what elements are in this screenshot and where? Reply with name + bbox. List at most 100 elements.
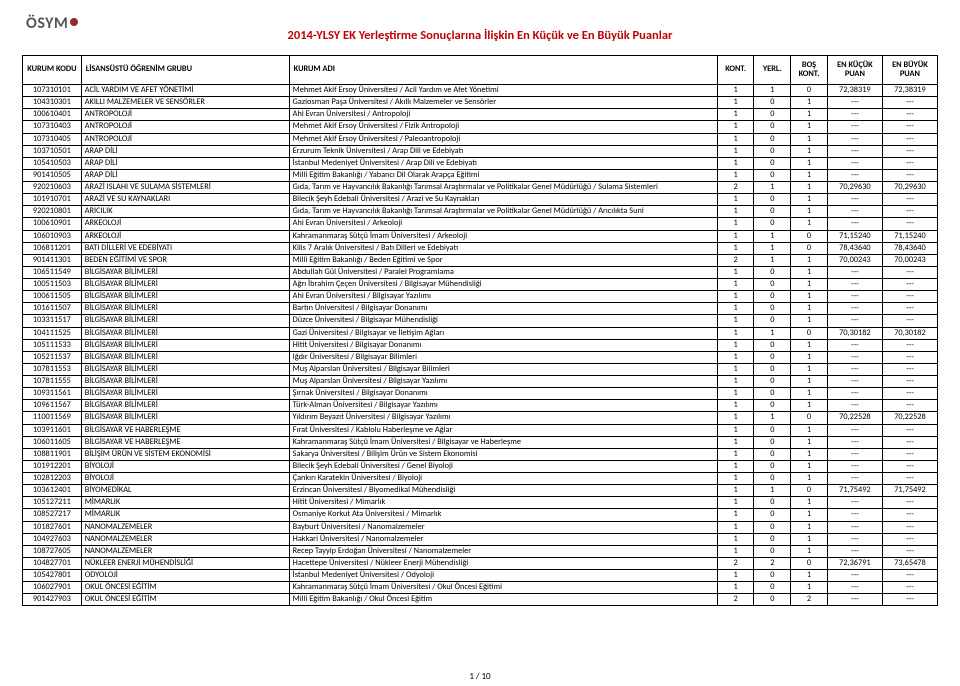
cell-max: ---	[882, 533, 937, 545]
cell-code: 103911601	[23, 424, 82, 436]
table-row: 107811555BİLGİSAYAR BİLİMLERİMuş Alparsl…	[23, 376, 938, 388]
results-table: KURUM KODU LİSANSÜSTÜ ÖĞRENİM GRUBU KURU…	[22, 55, 938, 606]
table-row: 105111533BİLGİSAYAR BİLİMLERİHitit Ünive…	[23, 339, 938, 351]
cell-kont: 1	[717, 85, 754, 97]
cell-min: 70,30182	[827, 327, 882, 339]
cell-max: ---	[882, 424, 937, 436]
cell-inst: Abdullah Gül Üniversitesi / Paralel Prog…	[289, 266, 717, 278]
cell-group: BİLGİSAYAR BİLİMLERİ	[81, 315, 289, 327]
cell-max: ---	[882, 279, 937, 291]
cell-code: 101827601	[23, 521, 82, 533]
cell-kont: 1	[717, 582, 754, 594]
page-title: 2014-YLSY EK Yerleştirme Sonuçlarına İli…	[0, 28, 960, 43]
table-row: 107310101ACİL YARDIM VE AFET YÖNETİMİMeh…	[23, 85, 938, 97]
cell-inst: Muş Alparslan Üniversitesi / Bilgisayar …	[289, 376, 717, 388]
cell-max: ---	[882, 545, 937, 557]
cell-bos: 1	[791, 376, 828, 388]
cell-code: 101910701	[23, 194, 82, 206]
cell-min: ---	[827, 521, 882, 533]
cell-group: BİLGİSAYAR BİLİMLERİ	[81, 412, 289, 424]
cell-max: ---	[882, 521, 937, 533]
cell-kont: 1	[717, 97, 754, 109]
cell-min: ---	[827, 339, 882, 351]
table-row: 103710501ARAP DİLİErzurum Teknik Ünivers…	[23, 145, 938, 157]
cell-group: AKILLI MALZEMELER VE SENSÖRLER	[81, 97, 289, 109]
cell-kont: 1	[717, 327, 754, 339]
cell-inst: Ahi Evran Üniversitesi / Bilgisayar Yazı…	[289, 291, 717, 303]
cell-yerl: 1	[754, 182, 791, 194]
cell-kont: 1	[717, 303, 754, 315]
cell-max: 70,00243	[882, 254, 937, 266]
cell-bos: 0	[791, 242, 828, 254]
cell-max: ---	[882, 460, 937, 472]
cell-max: ---	[882, 97, 937, 109]
cell-kont: 1	[717, 157, 754, 169]
cell-yerl: 0	[754, 594, 791, 606]
cell-bos: 1	[791, 206, 828, 218]
cell-min: ---	[827, 97, 882, 109]
table-row: 100611505BİLGİSAYAR BİLİMLERİAhi Evran Ü…	[23, 291, 938, 303]
cell-bos: 1	[791, 473, 828, 485]
cell-yerl: 0	[754, 145, 791, 157]
cell-kont: 1	[717, 291, 754, 303]
cell-yerl: 0	[754, 121, 791, 133]
cell-min: ---	[827, 594, 882, 606]
cell-kont: 1	[717, 485, 754, 497]
cell-yerl: 0	[754, 521, 791, 533]
cell-min: ---	[827, 460, 882, 472]
cell-group: BİLGİSAYAR VE HABERLEŞME	[81, 436, 289, 448]
cell-min: ---	[827, 473, 882, 485]
cell-max: ---	[882, 594, 937, 606]
cell-max: 73,65478	[882, 557, 937, 569]
table-row: 105410503ARAP DİLİİstanbul Medeniyet Üni…	[23, 157, 938, 169]
cell-code: 101611507	[23, 303, 82, 315]
cell-kont: 1	[717, 400, 754, 412]
cell-code: 105410503	[23, 157, 82, 169]
cell-bos: 1	[791, 133, 828, 145]
cell-max: ---	[882, 509, 937, 521]
cell-yerl: 0	[754, 266, 791, 278]
cell-inst: Bilecik Şeyh Edebali Üniversitesi / Gene…	[289, 460, 717, 472]
cell-code: 901410505	[23, 169, 82, 181]
cell-group: BİLGİSAYAR BİLİMLERİ	[81, 279, 289, 291]
cell-code: 105211537	[23, 351, 82, 363]
cell-min: ---	[827, 400, 882, 412]
cell-group: OKUL ÖNCESİ EĞİTİM	[81, 594, 289, 606]
cell-bos: 1	[791, 194, 828, 206]
cell-inst: İstanbul Medeniyet Üniversitesi / Odyolo…	[289, 570, 717, 582]
cell-min: ---	[827, 291, 882, 303]
cell-min: ---	[827, 509, 882, 521]
cell-min: ---	[827, 533, 882, 545]
cell-min: 70,00243	[827, 254, 882, 266]
cell-inst: Milli Eğitim Bakanlığı / Yabancı Dil Ola…	[289, 169, 717, 181]
cell-group: BİLGİSAYAR BİLİMLERİ	[81, 303, 289, 315]
cell-bos: 1	[791, 291, 828, 303]
cell-max: ---	[882, 339, 937, 351]
cell-group: MİMARLIK	[81, 509, 289, 521]
cell-bos: 1	[791, 254, 828, 266]
cell-min: ---	[827, 363, 882, 375]
cell-kont: 1	[717, 230, 754, 242]
cell-min: ---	[827, 376, 882, 388]
cell-max: 70,30182	[882, 327, 937, 339]
cell-bos: 1	[791, 363, 828, 375]
cell-group: BİLGİSAYAR BİLİMLERİ	[81, 351, 289, 363]
cell-bos: 0	[791, 327, 828, 339]
cell-yerl: 1	[754, 327, 791, 339]
cell-code: 108527217	[23, 509, 82, 521]
cell-max: ---	[882, 388, 937, 400]
cell-bos: 1	[791, 279, 828, 291]
cell-inst: Iğdır Üniversitesi / Bilgisayar Bilimler…	[289, 351, 717, 363]
cell-group: BİLGİSAYAR BİLİMLERİ	[81, 388, 289, 400]
table-row: 104310301AKILLI MALZEMELER VE SENSÖRLERG…	[23, 97, 938, 109]
cell-max: ---	[882, 109, 937, 121]
cell-max: 71,15240	[882, 230, 937, 242]
cell-code: 104927603	[23, 533, 82, 545]
table-row: 107310405ANTROPOLOJİMehmet Akif Ersoy Ün…	[23, 133, 938, 145]
cell-inst: Erzincan Üniversitesi / Biyomedikal Mühe…	[289, 485, 717, 497]
cell-bos: 1	[791, 400, 828, 412]
cell-max: ---	[882, 121, 937, 133]
table-row: 107811553BİLGİSAYAR BİLİMLERİMuş Alparsl…	[23, 363, 938, 375]
cell-bos: 1	[791, 388, 828, 400]
cell-code: 108811901	[23, 448, 82, 460]
